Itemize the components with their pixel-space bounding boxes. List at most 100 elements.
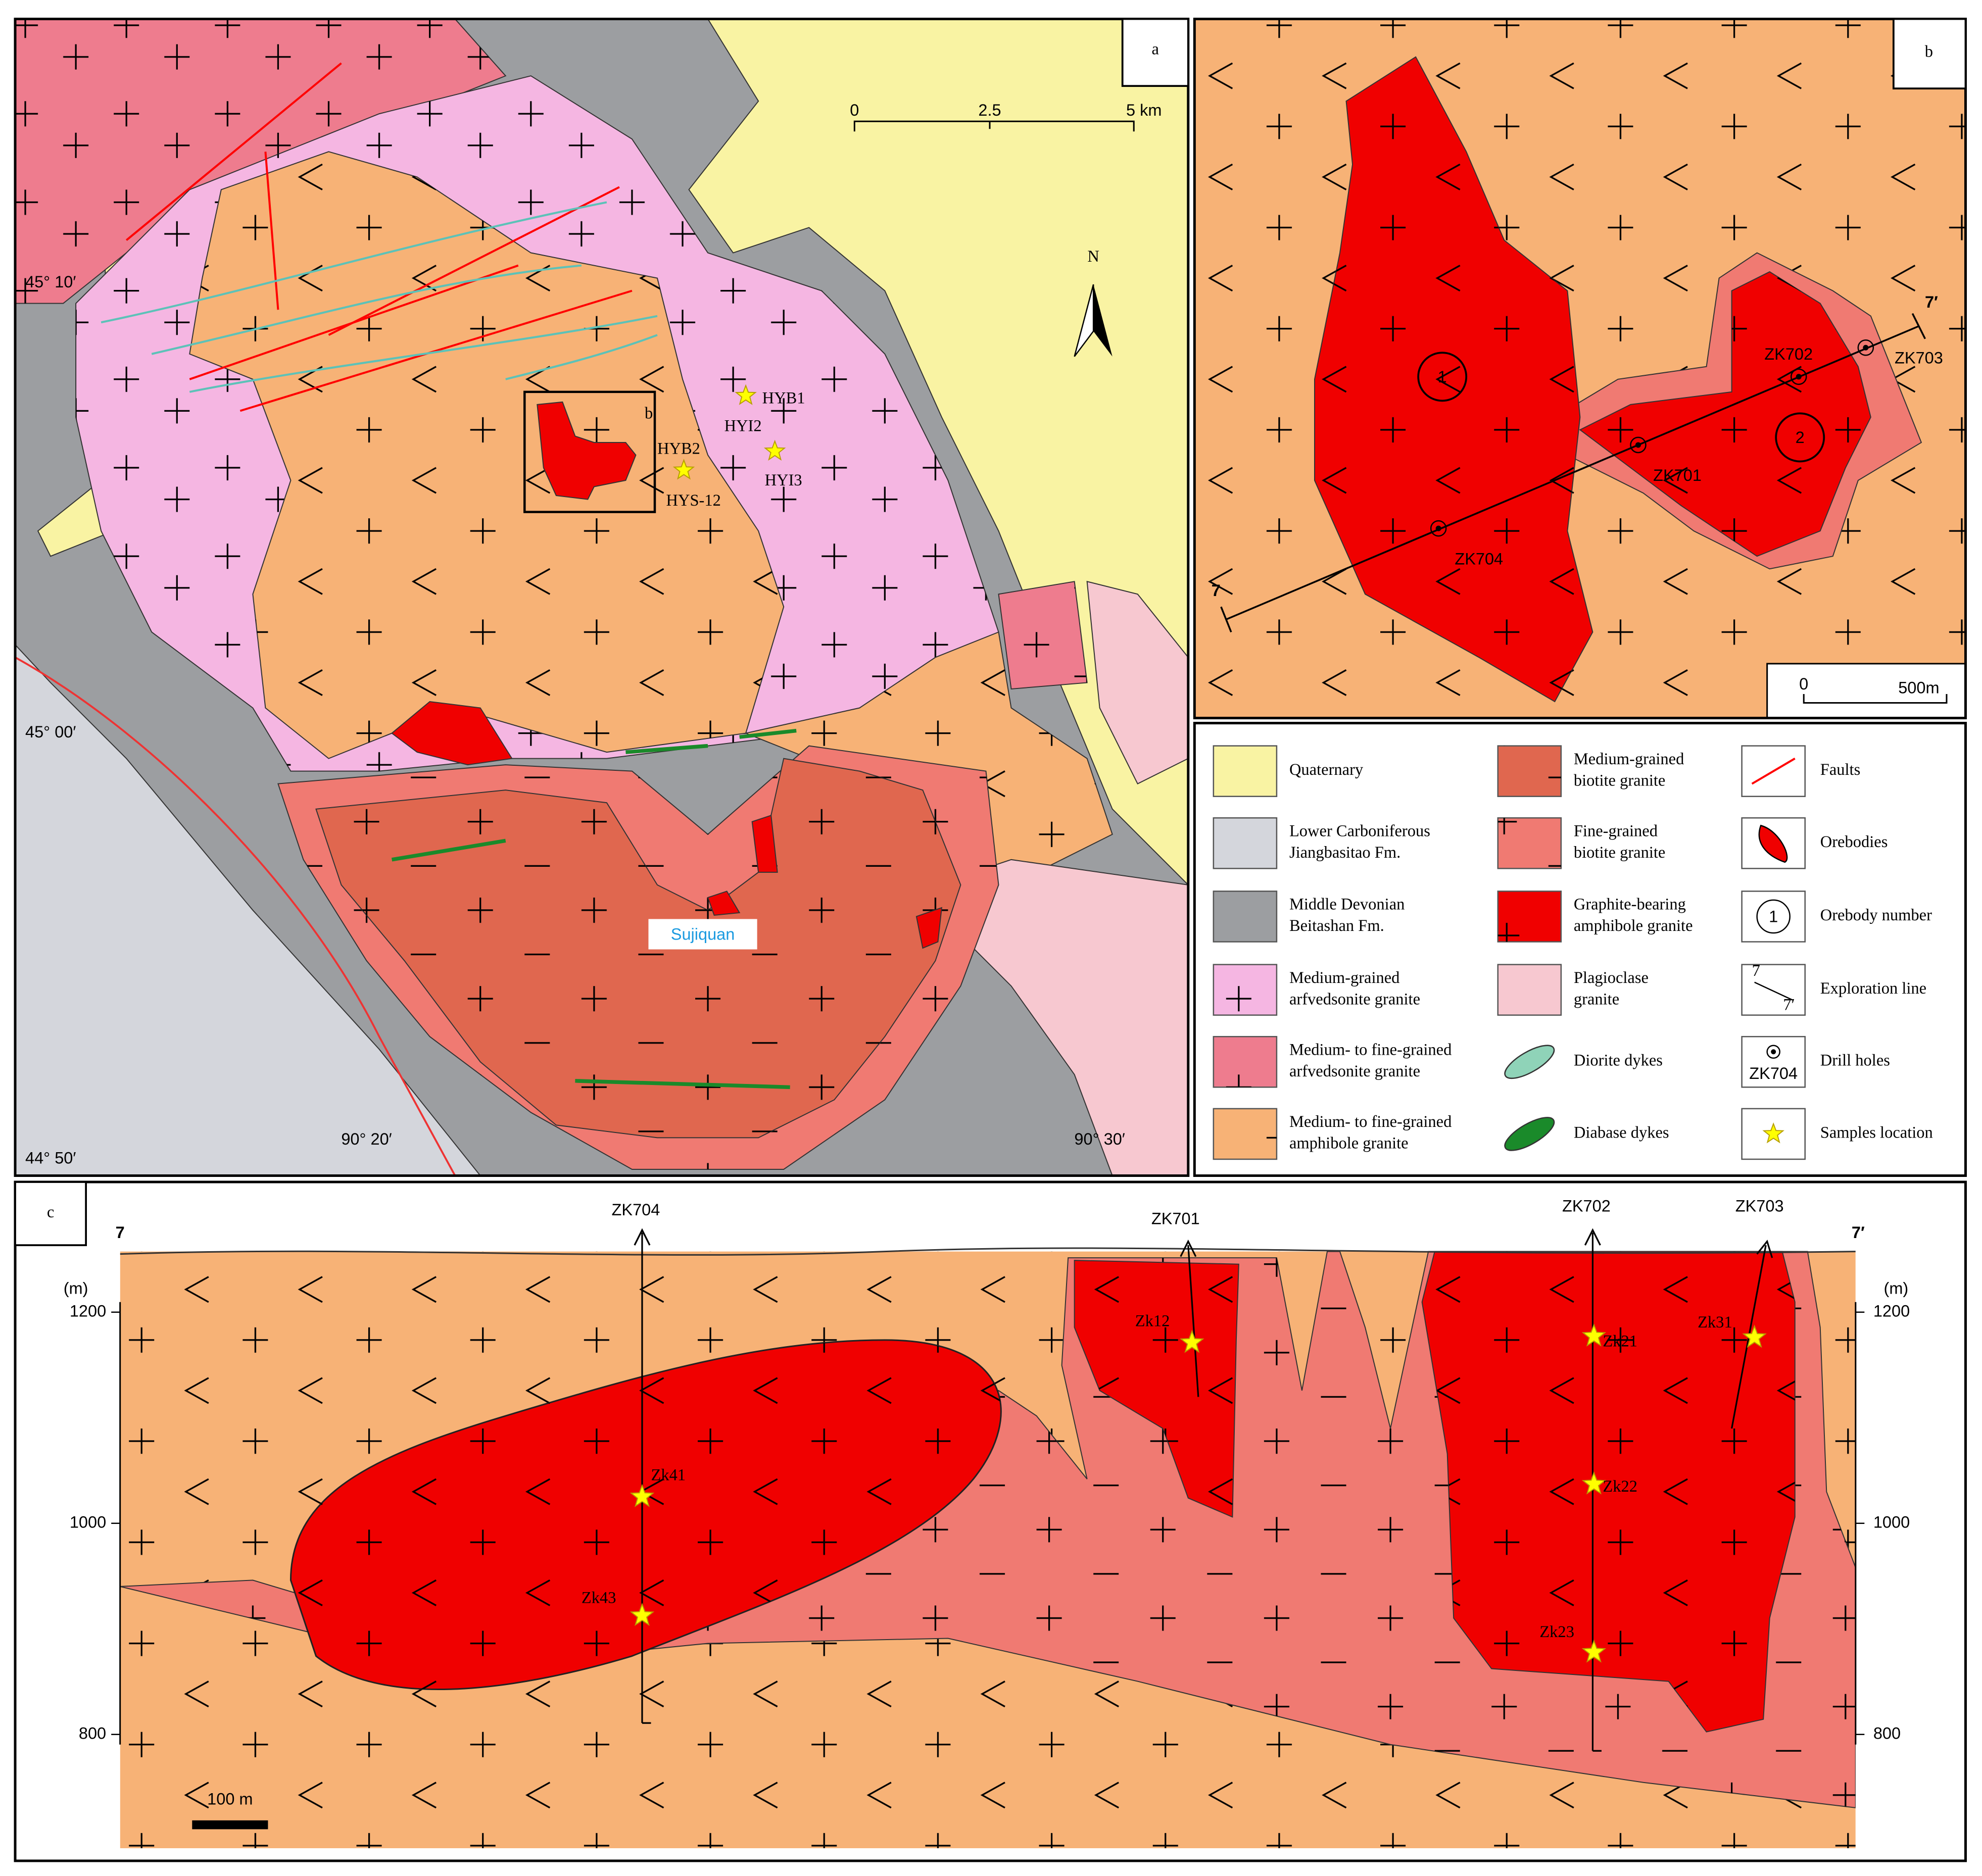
legend-line — [1754, 981, 1793, 1001]
place-label: Sujiquan — [671, 925, 735, 944]
legend-swatch-pattern — [1213, 1108, 1277, 1159]
axis-unit: (m) — [64, 1279, 88, 1297]
orebody-section-pattern — [1422, 1251, 1795, 1732]
legend-label: Exploration line — [1820, 979, 1926, 998]
drill-hole-dot — [1863, 344, 1869, 351]
legend-label: Middle Devonian — [1289, 896, 1405, 914]
drill-hole-dot — [1796, 374, 1802, 380]
axis-unit: (m) — [1883, 1279, 1908, 1297]
panel-frame — [14, 18, 1190, 1177]
fault — [239, 289, 633, 412]
diabase-dyke — [391, 838, 506, 862]
longitude-label: 90° 30′ — [1074, 1130, 1125, 1148]
axis-label: 1000 — [1873, 1513, 1910, 1531]
scale-bar — [192, 1820, 268, 1830]
sample-label: HYI2 — [724, 417, 762, 435]
legend-label: arfvedsonite granite — [1289, 1062, 1420, 1080]
drill-trace — [1584, 1228, 1602, 1752]
axis-label: 1200 — [70, 1302, 106, 1320]
drill-hole-label: ZK702 — [1562, 1197, 1611, 1215]
legend-label: Graphite-bearing — [1574, 896, 1686, 914]
legend-swatch — [1213, 891, 1278, 943]
legend-label: Orebodies — [1820, 833, 1888, 851]
north-label: N — [1087, 248, 1099, 266]
legend-label: biotite granite — [1574, 771, 1665, 789]
lower-carboniferous — [15, 644, 481, 1176]
plagioclase-granite-north — [1086, 580, 1188, 785]
drill-trace — [1180, 1240, 1199, 1397]
orebody-number-circle — [1775, 412, 1825, 463]
legend-orebody — [1758, 824, 1788, 863]
orebody-section-pattern — [1074, 1260, 1239, 1517]
mf-arfvedsonite-granite-east-pattern — [998, 581, 1087, 689]
fault — [264, 152, 279, 310]
legend-label: Diorite dykes — [1574, 1052, 1663, 1070]
amphibole-granite-pattern — [189, 152, 784, 759]
sample-label: Zk31 — [1698, 1313, 1732, 1331]
drill-hole-label: ZK704 — [612, 1201, 660, 1219]
amphibole-granite-east-pattern — [746, 632, 1113, 872]
sample-star — [630, 1603, 655, 1626]
sample-label: HYB1 — [762, 389, 805, 407]
latitude-label: 45° 00′ — [25, 723, 76, 741]
drill-hole-label: ZK704 — [1455, 550, 1503, 568]
drill-trace — [634, 1228, 651, 1724]
legend-fault — [1751, 757, 1796, 785]
legend-label: Faults — [1820, 761, 1860, 779]
scale-label: 500m — [1898, 679, 1939, 697]
drill-hole — [1857, 339, 1874, 356]
panel-frame — [1193, 18, 1967, 720]
sample-star — [1581, 1639, 1607, 1663]
legend-swatch-pattern — [1497, 746, 1561, 797]
legend-swatch — [1213, 817, 1278, 869]
legend-label: Plagioclase — [1574, 969, 1649, 987]
legend-label: Medium- to fine-grained — [1289, 1041, 1452, 1059]
legend-swatch — [1213, 745, 1278, 797]
legend-orebody-circle — [1756, 899, 1791, 934]
fault — [328, 186, 620, 336]
sample-label: Zk23 — [1539, 1623, 1574, 1641]
axis-label: 800 — [79, 1724, 106, 1742]
scale-label: 0 — [1799, 675, 1808, 693]
sample-label: HYB2 — [657, 439, 700, 458]
line-end-label: 7 — [1212, 581, 1221, 600]
diorite-dyke — [151, 264, 582, 355]
legend-label: amphibole granite — [1574, 917, 1693, 935]
plagioclase-granite — [935, 859, 1188, 1176]
exploration-line — [1220, 313, 1926, 632]
sample-label: Zk41 — [651, 1466, 686, 1485]
sample-star — [763, 439, 786, 461]
drill-hole-label: ZK703 — [1735, 1197, 1784, 1215]
orebody — [391, 701, 513, 766]
place-box — [648, 919, 757, 950]
orebody-number: 2 — [1796, 428, 1805, 447]
inset-box — [523, 390, 656, 513]
legend-swatch — [1497, 964, 1562, 1016]
orebody-1-pattern — [1314, 57, 1593, 702]
legend-label: Drill holes — [1820, 1052, 1890, 1070]
panel-label-box — [14, 1181, 87, 1247]
sample-star — [672, 459, 695, 480]
axis-label: 800 — [1873, 1724, 1901, 1742]
annotations: b a 0 2.5 5 km N 45° 10′ 45° 00′ 44° 50′ 90° 20′ 9… — [14, 18, 1967, 1862]
legend-label: Diabase dykes — [1574, 1123, 1669, 1142]
legend-label: granite — [1574, 990, 1619, 1008]
scale-label: 0 — [850, 101, 859, 119]
legend-swatch-pattern — [1213, 1036, 1277, 1088]
legend-drill — [1766, 1045, 1780, 1059]
legend-line-end: 7′ — [1783, 996, 1795, 1014]
section-panel — [120, 1247, 1856, 1848]
legend-icon-box — [1741, 964, 1806, 1016]
sample-star — [735, 384, 757, 405]
legend-label: Quaternary — [1289, 761, 1364, 779]
orebody — [707, 891, 741, 916]
drill-hole — [1790, 368, 1807, 385]
panel-label: a — [1152, 40, 1159, 59]
sample-star — [1581, 1471, 1607, 1495]
legend-label: Samples location — [1820, 1123, 1933, 1142]
fault — [125, 62, 342, 241]
panel-label: c — [47, 1203, 54, 1221]
legend-label: Medium-grained — [1574, 750, 1684, 768]
scale-label: 100 m — [207, 1790, 253, 1808]
